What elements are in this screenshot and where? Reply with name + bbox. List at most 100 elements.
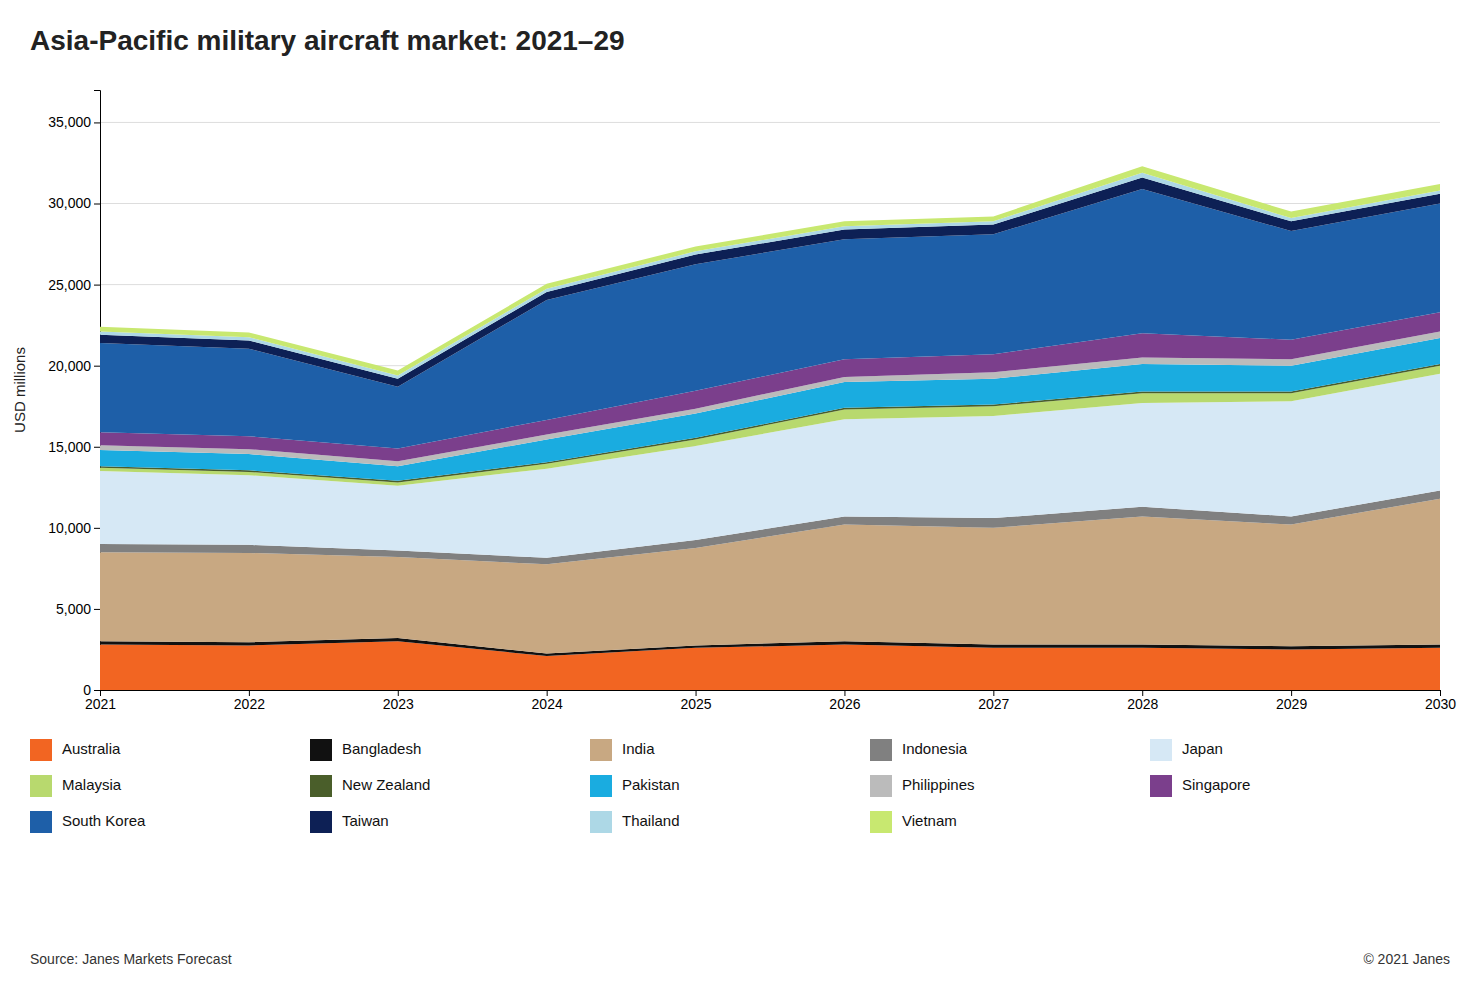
x-tick: 2030 [1425,690,1456,712]
legend-item: Taiwan [310,811,389,833]
x-tick-label: 2025 [680,696,711,712]
x-tick: 2026 [829,690,860,712]
y-tick-label: 10,000 [48,520,91,536]
y-tick-mark [94,447,100,448]
legend-item: Philippines [870,775,975,797]
x-tick: 2029 [1276,690,1307,712]
y-tick: 0 [83,682,100,698]
y-tick-label: 0 [83,682,91,698]
y-tick: 35,000 [48,114,100,130]
x-tick-label: 2024 [532,696,563,712]
y-tick-mark [94,528,100,529]
legend-label: South Korea [62,812,146,829]
chart: Asia-Pacific military aircraft market: 2… [0,0,1480,994]
legend-item: Pakistan [590,775,680,797]
y-tick: 5,000 [56,601,100,617]
legend-label: Thailand [622,812,680,829]
annotation: © 2021 Janes [1363,951,1450,967]
legend-label: Vietnam [902,812,957,829]
area [100,178,1440,387]
legend-swatch [870,739,892,761]
legend-label: India [622,740,655,757]
legend-label: Japan [1182,740,1223,757]
legend-item: Bangladesh [310,739,421,761]
legend-item: Australia [30,739,121,761]
y-axis-line [94,91,101,691]
area [100,189,1440,448]
legend-item: India [590,739,655,761]
y-tick: 20,000 [48,358,100,374]
y-tick: 30,000 [48,195,100,211]
y-tick-label: 30,000 [48,195,91,211]
y-tick-mark [94,285,100,286]
y-tick-label: 5,000 [56,601,91,617]
grid-line [100,122,1440,123]
x-tick: 2028 [1127,690,1158,712]
y-tick-mark [94,690,100,691]
x-tick-label: 2021 [85,696,116,712]
legend-label: New Zealand [342,776,430,793]
legend-label: Malaysia [62,776,122,793]
y-axis-title: USD millions [11,347,28,433]
areas [100,166,1440,690]
annotation: Source: Janes Markets Forecast [30,951,232,967]
legend-swatch [30,775,52,797]
legend-swatch [870,811,892,833]
x-tick-label: 2030 [1425,696,1456,712]
legend-swatch [310,775,332,797]
x-tick-label: 2026 [829,696,860,712]
legend-item: Malaysia [30,775,122,797]
y-tick-label: 15,000 [48,439,91,455]
legend-label: Australia [62,740,121,757]
legend-swatch [590,775,612,797]
legend-swatch [30,811,52,833]
legend-label: Singapore [1182,776,1250,793]
y-tick: 15,000 [48,439,100,455]
y-tick: 10,000 [48,520,100,536]
x-tick-label: 2027 [978,696,1009,712]
legend-item: Japan [1150,739,1223,761]
legend-item: South Korea [30,811,146,833]
legend-swatch [310,811,332,833]
legend-item: Indonesia [870,739,968,761]
y-tick-label: 25,000 [48,277,91,293]
y-tick-mark [94,204,100,205]
y-tick: 25,000 [48,277,100,293]
legend-swatch [1150,775,1172,797]
legend-item: Thailand [590,811,680,833]
y-tick-mark [94,366,100,367]
legend-swatch [590,811,612,833]
legend-label: Indonesia [902,740,968,757]
x-tick: 2025 [680,690,711,712]
legend-swatch [870,775,892,797]
x-axis: 2021 2022 2023 2024 2025 2026 2027 2028 2029 2030 [85,690,1456,712]
x-axis-line [101,691,1441,697]
legend: Australia Bangladesh India Indonesia Japan Ma… [30,739,1250,833]
legend-item: New Zealand [310,775,430,797]
x-tick: 2023 [383,690,414,712]
plot: 2021 2022 2023 2024 2025 2026 2027 2028 2029 2030… [11,91,1456,712]
legend-label: Pakistan [622,776,680,793]
legend-item: Singapore [1150,775,1250,797]
legend-label: Bangladesh [342,740,421,757]
grid [100,122,1440,690]
legend-swatch [310,739,332,761]
x-tick: 2024 [532,690,563,712]
x-tick-label: 2028 [1127,696,1158,712]
x-tick-label: 2029 [1276,696,1307,712]
y-tick-label: 35,000 [48,114,91,130]
y-tick-mark [94,609,100,610]
x-tick-label: 2022 [234,696,265,712]
x-tick-label: 2023 [383,696,414,712]
y-tick-mark [94,122,100,123]
legend-swatch [30,739,52,761]
x-tick: 2027 [978,690,1009,712]
area [100,166,1440,375]
title: Asia-Pacific military aircraft market: 2… [30,25,625,56]
legend-label: Philippines [902,776,975,793]
x-tick: 2022 [234,690,265,712]
legend-swatch [590,739,612,761]
legend-swatch [1150,739,1172,761]
y-axis: 0 5,000 10,000 15,000 20,000 25,000 30,000 35,0… [48,91,100,698]
legend-item: Vietnam [870,811,957,833]
